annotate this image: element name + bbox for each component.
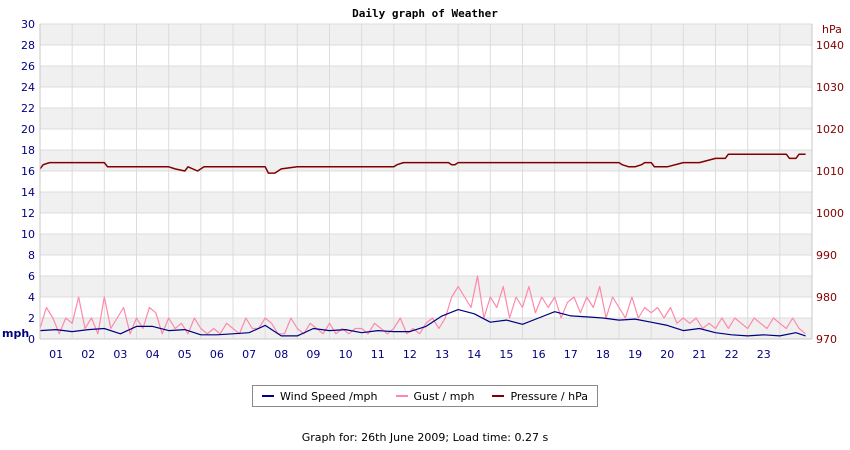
y-tick-left-label: 0	[28, 333, 35, 346]
y-tick-left-label: 26	[21, 60, 35, 73]
series-line-gust	[39, 275, 806, 335]
y-tick-right-label: 970	[816, 333, 837, 346]
x-tick-label: 08	[274, 348, 288, 361]
legend: Wind Speed /mph Gust / mph Pressure / hP…	[252, 385, 598, 407]
y-tick-left-label: 10	[21, 228, 35, 241]
x-tick-label: 17	[564, 348, 578, 361]
x-tick-label: 22	[725, 348, 739, 361]
x-tick-label: 02	[81, 348, 95, 361]
series-layer	[39, 153, 806, 337]
x-tick-label: 03	[113, 348, 127, 361]
y-tick-left-label: 24	[21, 81, 35, 94]
x-tick-label: 18	[596, 348, 610, 361]
y-tick-left-label: 28	[21, 39, 35, 52]
series-line-pressure	[39, 153, 806, 174]
y-tick-left-label: 12	[21, 207, 35, 220]
x-tick-label: 23	[757, 348, 771, 361]
y-tick-right-label: 1040	[816, 39, 844, 52]
y-tick-right-label: 980	[816, 291, 837, 304]
y-tick-left-label: 4	[28, 291, 35, 304]
legend-swatch-pressure	[492, 395, 505, 397]
series-line-wind-speed	[39, 309, 806, 337]
x-tick-label: 13	[435, 348, 449, 361]
y-tick-left-label: 18	[21, 144, 35, 157]
y-tick-right-label: 990	[816, 249, 837, 262]
x-tick-label: 06	[210, 348, 224, 361]
legend-item-wind: Wind Speed /mph	[262, 390, 378, 403]
y-tick-left-label: 14	[21, 186, 35, 199]
y-tick-left-label: 30	[21, 18, 35, 31]
x-tick-label: 09	[306, 348, 320, 361]
x-tick-label: 11	[371, 348, 385, 361]
y-axis-right-unit: hPa	[822, 23, 842, 36]
legend-swatch-wind	[262, 395, 274, 397]
x-tick-label: 12	[403, 348, 417, 361]
x-tick-label: 04	[146, 348, 160, 361]
legend-label-pressure: Pressure / hPa	[510, 389, 588, 403]
y-axis-left-unit: mph	[2, 327, 29, 340]
axes-layer: 0246810121416182022242628309709809901000…	[21, 18, 844, 361]
x-tick-label: 16	[532, 348, 546, 361]
y-tick-left-label: 16	[21, 165, 35, 178]
y-tick-right-label: 1030	[816, 81, 844, 94]
x-tick-label: 07	[242, 348, 256, 361]
y-tick-right-label: 1020	[816, 123, 844, 136]
x-tick-label: 01	[49, 348, 63, 361]
legend-item-gust: Gust / mph	[395, 389, 475, 403]
x-tick-label: 21	[692, 348, 706, 361]
legend-swatch-gust	[395, 395, 408, 397]
legend-item-pressure: Pressure / hPa	[492, 390, 588, 403]
y-tick-right-label: 1000	[816, 207, 844, 220]
x-tick-label: 15	[499, 348, 513, 361]
y-tick-left-label: 8	[28, 249, 35, 262]
legend-label-wind: Wind Speed /mph	[280, 389, 378, 403]
x-tick-label: 19	[628, 348, 642, 361]
footer-status: Graph for: 26th June 2009; Load time: 0.…	[301, 431, 549, 444]
legend-label-gust: Gust / mph	[413, 389, 475, 403]
x-tick-label: 14	[467, 348, 481, 361]
y-tick-left-label: 20	[21, 123, 35, 136]
x-tick-label: 20	[660, 348, 674, 361]
y-tick-left-label: 22	[21, 102, 35, 115]
x-tick-label: 10	[339, 348, 353, 361]
x-tick-label: 05	[178, 348, 192, 361]
chart-title: Daily graph of Weather	[352, 7, 498, 20]
y-tick-left-label: 2	[28, 312, 35, 325]
y-tick-right-label: 1010	[816, 165, 844, 178]
grid-lines	[40, 23, 812, 340]
y-tick-left-label: 6	[28, 270, 35, 283]
